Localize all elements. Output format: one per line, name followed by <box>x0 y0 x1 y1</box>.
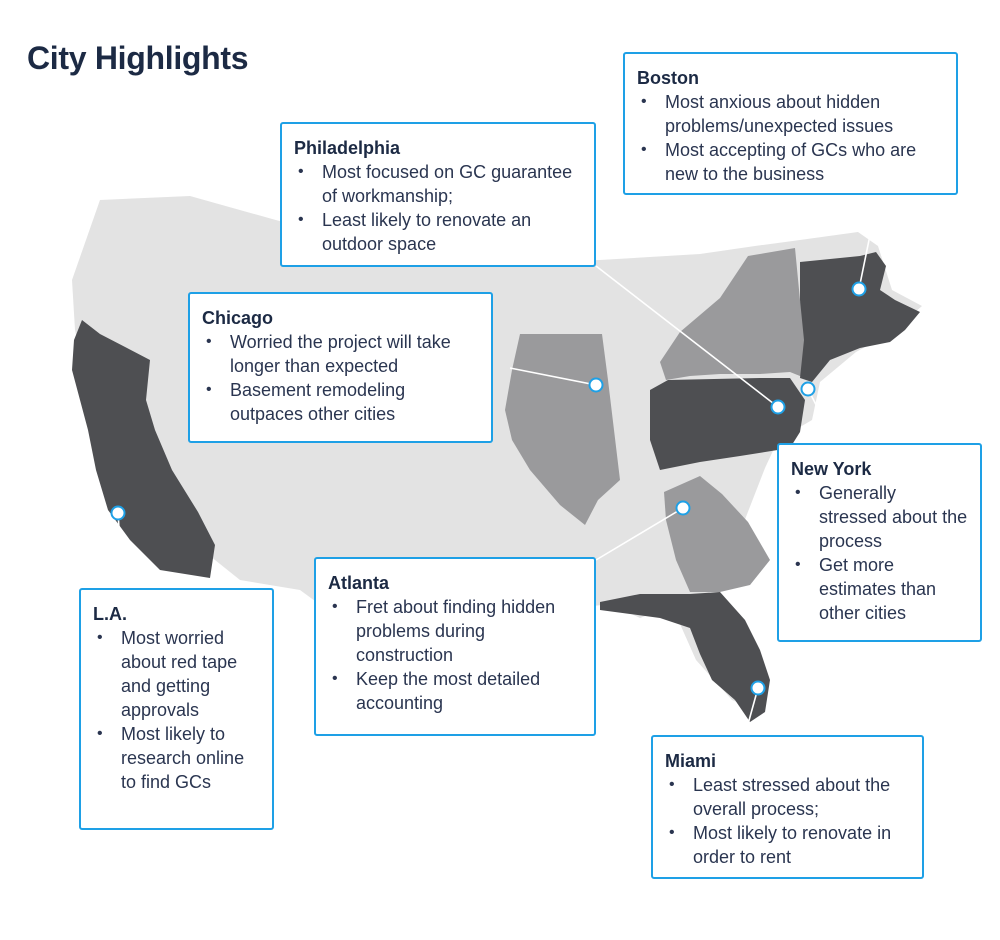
florida-state <box>600 592 770 722</box>
city-marker-la <box>110 505 126 521</box>
connector-miami <box>744 687 759 736</box>
card-la-item: Most worried about red tape and getting … <box>93 626 260 722</box>
connector-la <box>117 512 124 589</box>
connector-boston <box>858 195 879 290</box>
city-marker-miami <box>750 680 766 696</box>
city-marker-philadelphia <box>770 399 786 415</box>
card-chicago-item: Basement remodeling outpaces other citie… <box>202 378 479 426</box>
connector-chicago <box>509 367 597 386</box>
card-title-boston: Boston <box>637 68 699 88</box>
card-atlanta: Atlanta Fret about finding hidden proble… <box>314 557 596 736</box>
connector-atlanta <box>595 507 684 561</box>
card-title-miami: Miami <box>665 751 717 771</box>
connector-philadelphia <box>595 265 779 408</box>
card-title-la: L.A. <box>93 604 127 624</box>
california-state <box>72 320 215 578</box>
card-atlanta-item: Fret about finding hidden problems durin… <box>328 595 582 667</box>
card-new-york: New York Generally stressed about the pr… <box>777 443 982 642</box>
city-marker-new-york <box>800 381 816 397</box>
card-philadelphia: Philadelphia Most focused on GC guarante… <box>280 122 596 267</box>
card-new-york-item: Get more estimates than other cities <box>791 553 968 625</box>
card-chicago: Chicago Worried the project will take lo… <box>188 292 493 443</box>
pennsylvania-state <box>650 378 805 470</box>
card-la-item: Most likely to research online to find G… <box>93 722 260 794</box>
page-title: City Highlights <box>27 40 249 76</box>
city-marker-atlanta <box>675 500 691 516</box>
card-la: L.A. Most worried about red tape and get… <box>79 588 274 830</box>
card-boston: Boston Most anxious about hidden problem… <box>623 52 958 195</box>
connector-new-york <box>807 388 837 445</box>
card-miami-item: Most likely to renovate in order to rent <box>665 821 910 869</box>
card-title-philadelphia: Philadelphia <box>294 138 401 158</box>
card-title-atlanta: Atlanta <box>328 573 390 593</box>
card-chicago-item: Worried the project will take longer tha… <box>202 330 479 378</box>
city-marker-chicago <box>588 377 604 393</box>
card-miami-item: Least stressed about the overall process… <box>665 773 910 821</box>
card-title-chicago: Chicago <box>202 308 274 328</box>
card-title-new-york: New York <box>791 459 872 479</box>
massachusetts-state <box>800 252 920 382</box>
card-boston-item: Most accepting of GCs who are new to the… <box>637 138 944 186</box>
card-new-york-item: Generally stressed about the process <box>791 481 968 553</box>
georgia-state <box>664 476 770 592</box>
new-york-state <box>660 248 810 380</box>
card-miami: Miami Least stressed about the overall p… <box>651 735 924 879</box>
card-boston-item: Most anxious about hidden problems/unexp… <box>637 90 944 138</box>
card-philadelphia-item: Least likely to renovate an outdoor spac… <box>294 208 582 256</box>
city-marker-boston <box>851 281 867 297</box>
card-atlanta-item: Keep the most detailed accounting <box>328 667 582 715</box>
card-philadelphia-item: Most focused on GC guarantee of workmans… <box>294 160 582 208</box>
